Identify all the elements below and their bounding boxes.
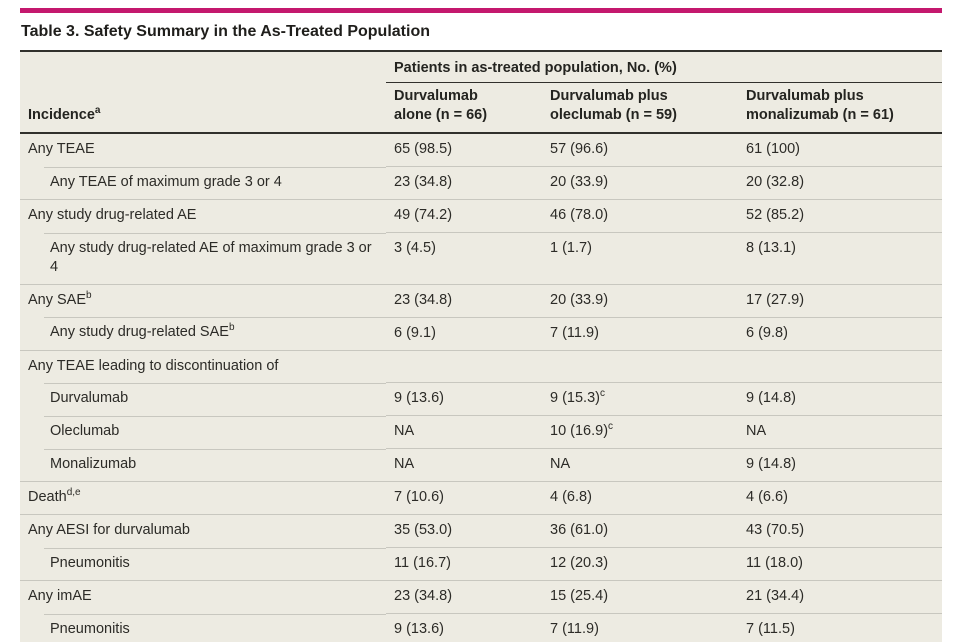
table-row: Deathd,e 7 (10.6) 4 (6.8) 4 (6.6) [20, 481, 942, 515]
value-cell: 8 (13.1) [738, 232, 942, 284]
row-label: Monalizumab [20, 448, 386, 482]
safety-summary-table: Patients in as-treated population, No. (… [20, 52, 942, 642]
value-cell: 35 (53.0) [386, 514, 542, 548]
value-cell: 9 (15.3)c [542, 382, 738, 416]
value-cell: 20 (33.9) [542, 283, 738, 317]
value-cell: 52 (85.2) [738, 199, 942, 233]
row-label: Pneumonitis [20, 613, 386, 642]
row-label: Any AESI for durvalumab [20, 514, 386, 548]
row-label: Any imAE [20, 580, 386, 614]
value-cell: 57 (96.6) [542, 133, 738, 167]
table-header: Patients in as-treated population, No. (… [20, 52, 942, 134]
page-title: Table 3. Safety Summary in the As-Treate… [20, 13, 942, 52]
value-cell: 65 (98.5) [386, 133, 542, 167]
value-cell [386, 349, 542, 383]
value-cell [738, 349, 942, 383]
value-cell: 23 (34.8) [386, 580, 542, 614]
column-header-2: Durvalumab plus oleclumab (n = 59) [542, 82, 738, 134]
value-cell: 9 (14.8) [738, 382, 942, 416]
value-cell: 9 (14.8) [738, 448, 942, 482]
table-row: Durvalumab 9 (13.6) 9 (15.3)c 9 (14.8) [20, 382, 942, 416]
table-row: Oleclumab NA 10 (16.9)c NA [20, 415, 942, 449]
row-label: Any TEAE leading to discontinuation of [20, 349, 386, 383]
value-cell: 7 (11.5) [738, 613, 942, 642]
value-cell: 46 (78.0) [542, 199, 738, 233]
value-cell: 7 (10.6) [386, 481, 542, 515]
spanning-header-stub [20, 52, 386, 83]
value-cell: 3 (4.5) [386, 232, 542, 284]
row-label: Any TEAE [20, 133, 386, 167]
row-label: Durvalumab [20, 382, 386, 416]
row-label-footnote: d,e [66, 487, 81, 499]
table-row: Any SAEb 23 (34.8) 20 (33.9) 17 (27.9) [20, 283, 942, 317]
value-cell: 11 (16.7) [386, 547, 542, 581]
value-cell: NA [738, 415, 942, 449]
row-label: Any study drug-related AE of maximum gra… [20, 232, 386, 284]
value-cell: 11 (18.0) [738, 547, 942, 581]
row-label-footnote: b [228, 322, 235, 334]
column-header-3: Durvalumab plus monalizumab (n = 61) [738, 82, 942, 134]
column-header-row: Incidencea Durvalumab alone (n = 66) Durva… [20, 82, 942, 134]
value-cell: 6 (9.8) [738, 316, 942, 350]
table-row: Any TEAE 65 (98.5) 57 (96.6) 61 (100) [20, 133, 942, 167]
value-cell: 10 (16.9)c [542, 415, 738, 449]
value-cell: 7 (11.9) [542, 316, 738, 350]
value-cell: 49 (74.2) [386, 199, 542, 233]
value-cell [542, 349, 738, 383]
table-row: Pneumonitis 11 (16.7) 12 (20.3) 11 (18.0) [20, 547, 942, 581]
value-cell: 6 (9.1) [386, 316, 542, 350]
row-label: Any TEAE of maximum grade 3 or 4 [20, 166, 386, 200]
value-cell: 7 (11.9) [542, 613, 738, 642]
value-footnote: c [599, 388, 605, 400]
value-cell: NA [542, 448, 738, 482]
value-cell: 4 (6.8) [542, 481, 738, 515]
value-cell: 9 (13.6) [386, 382, 542, 416]
row-label: Oleclumab [20, 415, 386, 449]
accent-bar [20, 8, 942, 13]
stub-header: Incidencea [20, 82, 386, 134]
value-cell: 23 (34.8) [386, 283, 542, 317]
row-label: Pneumonitis [20, 547, 386, 581]
table-row: Any imAE 23 (34.8) 15 (25.4) 21 (34.4) [20, 580, 942, 614]
value-cell: NA [386, 448, 542, 482]
value-cell: NA [386, 415, 542, 449]
value-cell: 1 (1.7) [542, 232, 738, 284]
row-label: Any study drug-related AE [20, 199, 386, 233]
table-row: Any study drug-related SAEb 6 (9.1) 7 (11.… [20, 316, 942, 350]
value-cell: 21 (34.4) [738, 580, 942, 614]
value-cell: 23 (34.8) [386, 166, 542, 200]
spanning-header: Patients in as-treated population, No. (… [386, 52, 942, 83]
value-footnote: c [608, 421, 614, 433]
table-row: Pneumonitis 9 (13.6) 7 (11.9) 7 (11.5) [20, 613, 942, 642]
value-cell: 43 (70.5) [738, 514, 942, 548]
row-label: Any study drug-related SAEb [20, 317, 386, 350]
row-label: Any SAEb [20, 283, 386, 317]
table-body: Any TEAE 65 (98.5) 57 (96.6) 61 (100) Any TE… [20, 133, 942, 642]
table-row: Any study drug-related AE of maximum gra… [20, 232, 942, 284]
row-label: Deathd,e [20, 481, 386, 515]
value-cell: 36 (61.0) [542, 514, 738, 548]
value-cell: 61 (100) [738, 133, 942, 167]
value-cell: 9 (13.6) [386, 613, 542, 642]
stub-header-label: Incidence [28, 107, 95, 123]
value-cell: 20 (32.8) [738, 166, 942, 200]
column-header-1: Durvalumab alone (n = 66) [386, 82, 542, 134]
row-label-footnote: b [86, 289, 92, 301]
value-cell: 17 (27.9) [738, 283, 942, 317]
table-row: Monalizumab NA NA 9 (14.8) [20, 448, 942, 482]
stub-header-footnote: a [94, 105, 101, 117]
value-cell: 4 (6.6) [738, 481, 942, 515]
value-cell: 15 (25.4) [542, 580, 738, 614]
table-row: Any TEAE leading to discontinuation of [20, 349, 942, 383]
table-row: Any TEAE of maximum grade 3 or 4 23 (34.8… [20, 166, 942, 200]
spanning-header-row: Patients in as-treated population, No. (… [20, 52, 942, 83]
table-row: Any AESI for durvalumab 35 (53.0) 36 (61.0… [20, 514, 942, 548]
value-cell: 12 (20.3) [542, 547, 738, 581]
value-cell: 20 (33.9) [542, 166, 738, 200]
table-row: Any study drug-related AE 49 (74.2) 46 (78… [20, 199, 942, 233]
